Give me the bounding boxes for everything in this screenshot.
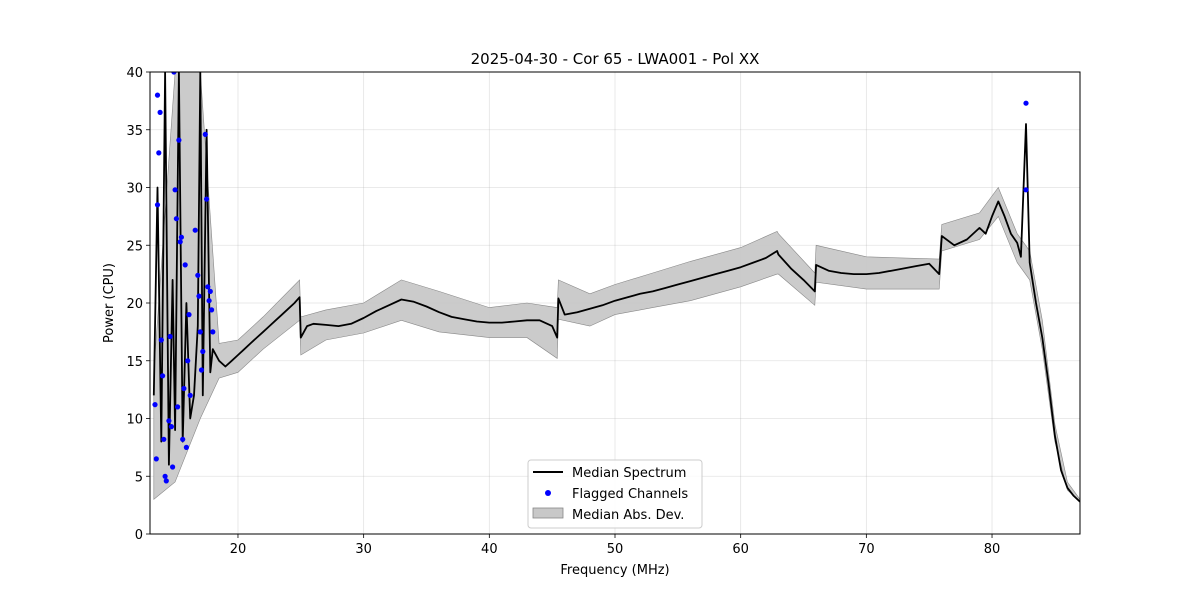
y-tick-label: 35 — [126, 124, 143, 139]
flagged-channel-point — [154, 92, 161, 98]
flagged-channel-point — [198, 367, 205, 373]
flagged-channel-point — [175, 404, 181, 410]
flagged-channel-point — [177, 239, 183, 245]
flagged-channel-point — [204, 196, 210, 202]
x-tick-label: 80 — [984, 542, 1001, 557]
flagged-channel-point — [158, 337, 164, 343]
x-tick-label: 70 — [858, 542, 875, 557]
y-axis-label: Power (CPU) — [102, 263, 117, 343]
flagged-channel-point — [156, 150, 162, 156]
y-tick-label: 25 — [126, 239, 143, 254]
flagged-channel-point — [178, 234, 184, 240]
y-tick-label: 5 — [135, 470, 143, 485]
flagged-channel-point — [200, 348, 206, 355]
flagged-channel-point — [157, 109, 163, 115]
legend-mad-swatch — [532, 507, 564, 519]
x-tick-label: 20 — [230, 542, 247, 557]
flagged-channel-point — [210, 329, 216, 335]
flagged-channel-point — [202, 131, 208, 137]
flagged-channel-point — [173, 216, 179, 222]
flagged-channel-point — [176, 137, 182, 143]
flagged-channel-point — [170, 464, 176, 470]
flagged-channel-point — [172, 187, 178, 193]
flagged-channel-point — [1023, 100, 1029, 106]
flagged-channel-point — [181, 385, 187, 392]
flagged-channel-point — [152, 402, 158, 408]
flagged-channel-point — [154, 202, 161, 208]
flagged-channel-point — [185, 358, 191, 364]
flagged-channel-point — [1023, 187, 1029, 193]
flagged-channel-point — [195, 272, 201, 278]
median-spectrum-line — [152, 72, 1080, 503]
legend-box — [527, 459, 703, 529]
flagged-channel-point — [163, 478, 169, 484]
y-tick-label: 40 — [126, 66, 143, 81]
legend-flagged-swatch — [545, 490, 551, 496]
flagged-channel-point — [171, 72, 177, 75]
y-tick-label: 0 — [135, 528, 143, 543]
flagged-channel-point — [182, 262, 188, 268]
legend-mad-label: Median Abs. Dev. — [572, 508, 684, 523]
flagged-channel-point — [162, 473, 168, 479]
legend-median-label: Median Spectrum — [572, 466, 686, 481]
flagged-channel-point — [168, 424, 174, 430]
flagged-channel-point — [206, 298, 212, 304]
x-tick-label: 40 — [481, 542, 498, 557]
flagged-channel-point — [160, 373, 166, 379]
flagged-channel-point — [187, 392, 193, 398]
flagged-channel-point — [186, 312, 192, 318]
y-tick-label: 20 — [126, 297, 143, 312]
y-tick-label: 30 — [126, 182, 143, 197]
chart-title: 2025-04-30 - Cor 65 - LWA001 - Pol XX — [471, 50, 760, 68]
flagged-channel-point — [196, 293, 202, 299]
flagged-channel-point — [192, 227, 198, 233]
y-tick-label: 15 — [126, 355, 143, 370]
x-tick-label: 50 — [607, 542, 624, 557]
legend: Median Spectrum Flagged Channels Median … — [527, 459, 703, 529]
plot-layer — [152, 72, 1080, 503]
legend-flagged-label: Flagged Channels — [572, 487, 688, 502]
flagged-channel-point — [153, 456, 159, 462]
flagged-channel-point — [180, 436, 186, 442]
flagged-channel-point — [207, 288, 213, 294]
y-tick-label: 10 — [126, 413, 143, 428]
flagged-channel-point — [161, 436, 167, 442]
flagged-channel-point — [205, 284, 211, 290]
mad-band — [153, 72, 1080, 503]
y-axis: 0 5 10 15 20 25 30 35 40 — [126, 66, 150, 543]
x-axis: 20 30 40 50 60 70 80 — [230, 534, 1001, 557]
x-axis-label: Frequency (MHz) — [560, 563, 669, 578]
flagged-channel-point — [197, 329, 203, 335]
flagged-channel-point — [166, 418, 172, 424]
x-tick-label: 30 — [355, 542, 372, 557]
flagged-channel-point — [209, 307, 215, 313]
flagged-channel-point — [183, 444, 189, 450]
x-tick-label: 60 — [732, 542, 749, 557]
flagged-channel-point — [167, 333, 173, 340]
